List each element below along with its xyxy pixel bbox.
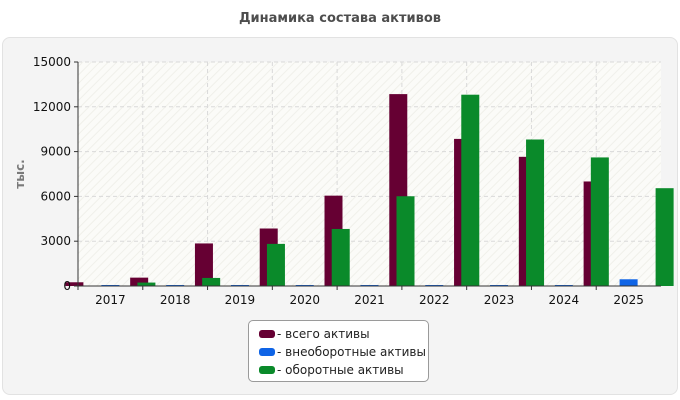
bar-total-2017 xyxy=(65,282,84,286)
bar-current-2025 xyxy=(655,188,674,286)
x-tick-label: 2020 xyxy=(289,293,320,307)
y-tick-label: 9000 xyxy=(40,145,71,159)
x-tick-label: 2024 xyxy=(549,293,580,307)
legend: - всего активы - внеоборотные активы - о… xyxy=(248,320,429,382)
legend-label-noncurrent: - внеоборотные активы xyxy=(277,345,426,359)
y-axis-label: тыс. xyxy=(13,159,27,188)
bar-current-2020 xyxy=(331,228,350,286)
x-tick-label: 2023 xyxy=(484,293,515,307)
bar-current-2022 xyxy=(461,94,480,286)
y-tick-label: 12000 xyxy=(33,100,71,114)
bar-current-2021 xyxy=(396,196,415,286)
x-tick-label: 2025 xyxy=(613,293,644,307)
legend-label-current: - оборотные активы xyxy=(277,363,404,377)
bar-total-2019 xyxy=(194,243,213,286)
x-tick-label: 2018 xyxy=(160,293,191,307)
y-tick-label: 15000 xyxy=(33,55,71,69)
bar-current-2023 xyxy=(526,139,545,286)
plot-area xyxy=(78,62,661,286)
x-tick-label: 2022 xyxy=(419,293,450,307)
bar-current-2024 xyxy=(590,157,609,286)
bar-current-2017 xyxy=(137,282,156,286)
legend-item-current: - оборотные активы xyxy=(259,361,428,379)
legend-item-noncurrent: - внеоборотные активы xyxy=(259,343,428,361)
legend-swatch-noncurrent xyxy=(259,348,275,356)
bar-noncurrent-2025 xyxy=(619,279,638,286)
bar-current-2019 xyxy=(266,243,285,286)
legend-swatch-current xyxy=(259,366,275,374)
x-tick-label: 2019 xyxy=(225,293,256,307)
y-tick-label: 6000 xyxy=(40,189,71,203)
bar-total-2018 xyxy=(130,277,149,286)
y-tick-label: 3000 xyxy=(40,234,71,248)
x-tick-label: 2021 xyxy=(354,293,385,307)
legend-item-total: - всего активы xyxy=(259,325,428,343)
bar-current-2018 xyxy=(202,277,221,286)
legend-swatch-total xyxy=(259,330,275,338)
chart-title: Динамика состава активов xyxy=(238,11,442,26)
x-tick-label: 2017 xyxy=(95,293,126,307)
legend-label-total: - всего активы xyxy=(277,327,370,341)
y-tick-label: 0 xyxy=(63,279,71,293)
